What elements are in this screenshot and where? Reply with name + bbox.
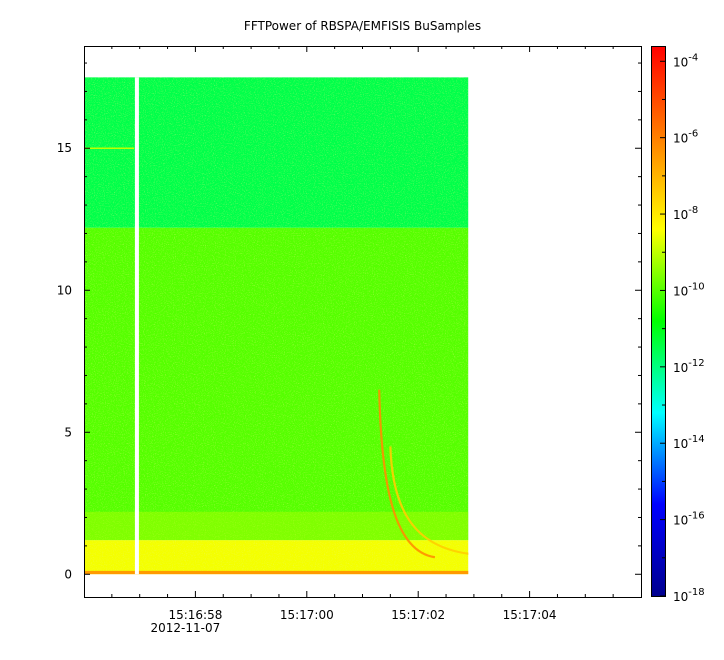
- x-tick-label: 15:16:58: [168, 608, 222, 622]
- y-tick-label: 0: [64, 567, 72, 581]
- heatmap-transition: [84, 511, 469, 541]
- x-tick-label: 15:17:00: [280, 608, 334, 622]
- y-tick-label: 5: [64, 425, 72, 439]
- colorbar: 10-18 10-16 10-14 10-12 10-10 10-8 10-6 10-4: [651, 46, 705, 604]
- colorbar-tick-label: 10-8: [673, 205, 698, 222]
- colorbar-tick-label: 10-6: [673, 129, 698, 146]
- colorbar-tick-label: 10-16: [673, 511, 705, 528]
- colorbar-tick-label: 10-14: [673, 434, 705, 451]
- y-tick-label: 15: [57, 141, 72, 155]
- colorbar-tick-label: 10-12: [673, 358, 705, 375]
- heatmap-floor-line: [84, 570, 469, 575]
- colorbar-tick-label: 10-10: [673, 281, 705, 298]
- colorbar-frame: [651, 46, 666, 597]
- spectrogram-heatmap: [84, 77, 469, 575]
- data-gap: [134, 77, 139, 575]
- colorbar-tick-label: 10-4: [673, 52, 698, 69]
- whistler-trace-0: [378, 389, 436, 559]
- whistler-trace-1: [389, 446, 469, 555]
- chart-title: FFTPower of RBSPA/EMFISIS BuSamples: [244, 19, 481, 33]
- colorbar-strip: [651, 46, 665, 596]
- heatmap-noise: [84, 77, 469, 575]
- x-tick-label: 15:17:02: [391, 608, 445, 622]
- x-date-label: 2012-11-07: [151, 621, 221, 635]
- x-tick-label: 15:17:04: [503, 608, 557, 622]
- colorbar-tick-label: 10-18: [673, 587, 705, 604]
- spectrogram-features: [84, 77, 469, 575]
- y-axis: 0 5 10 15: [57, 62, 641, 581]
- x-axis: 15:16:58 15:17:00 15:17:02 15:17:04: [111, 46, 614, 622]
- y-tick-label: 10: [57, 283, 72, 297]
